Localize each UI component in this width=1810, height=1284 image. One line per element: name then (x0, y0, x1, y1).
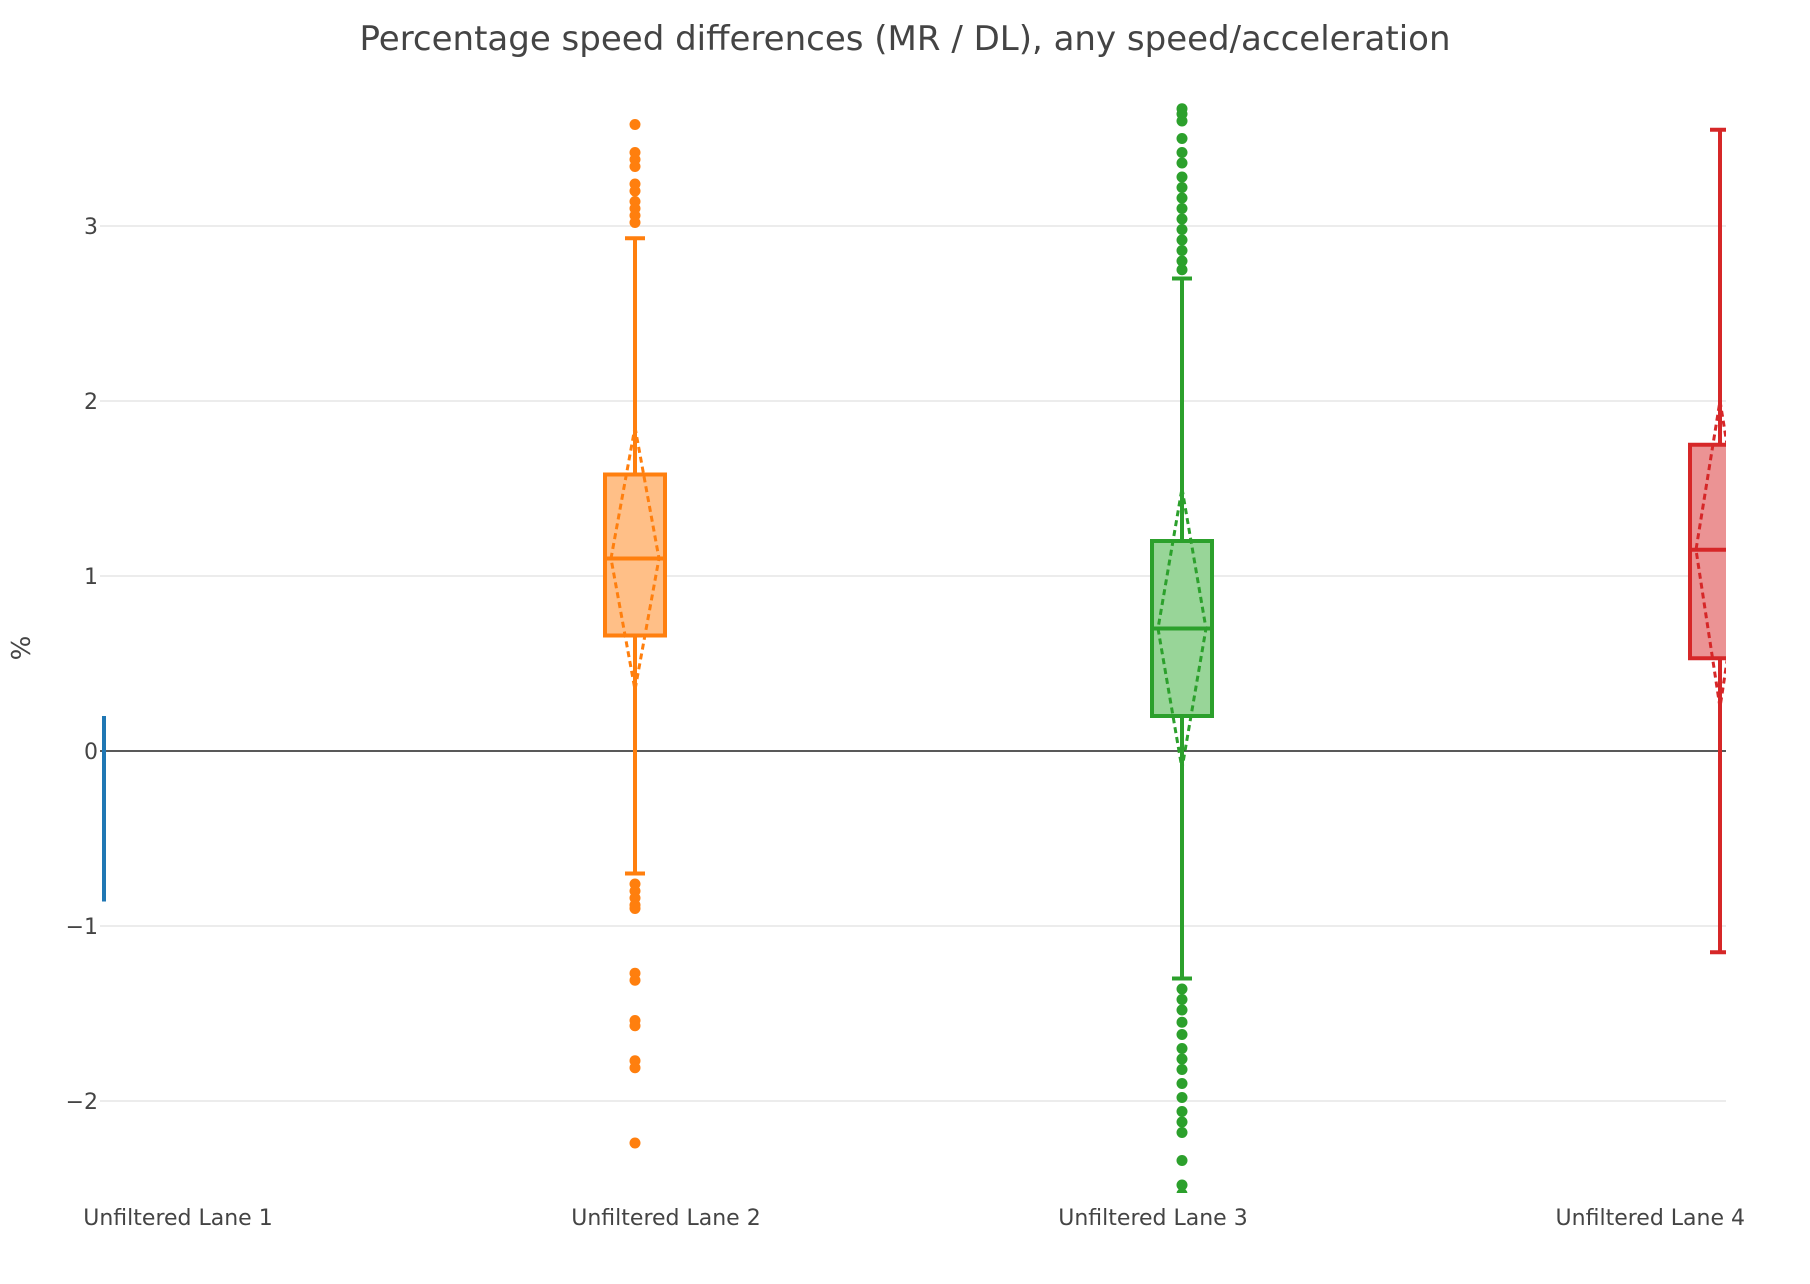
outlier-point (629, 217, 641, 228)
outlier-point (1176, 1188, 1188, 1193)
box-trace-3 (1150, 103, 1214, 1193)
outlier-point (1176, 1127, 1188, 1138)
outlier-point (629, 1062, 641, 1074)
outlier-point (1176, 203, 1188, 214)
outlier-point (629, 185, 641, 197)
outlier-point (1176, 1106, 1188, 1117)
outlier-point (1176, 1004, 1188, 1016)
mean-sd-diamond (1156, 488, 1208, 769)
outlier-point (1176, 1116, 1188, 1128)
outlier-point (1176, 133, 1188, 144)
y-tick-label: 1 (84, 565, 98, 590)
outlier-point (1176, 171, 1188, 183)
x-tick-label: Unfiltered Lane 4 (1556, 1206, 1745, 1231)
outlier-point (1176, 255, 1188, 267)
outlier-point (1176, 213, 1188, 225)
outlier-point (1176, 994, 1188, 1005)
y-tick-label: −1 (66, 915, 98, 940)
outlier-point (629, 119, 641, 130)
outlier-point (1176, 1179, 1188, 1191)
outlier-point (1176, 1043, 1188, 1054)
outlier-point (1176, 1078, 1188, 1089)
outlier-point (1176, 1064, 1188, 1075)
x-tick-label: Unfiltered Lane 1 (83, 1206, 272, 1231)
y-tick-label: 2 (84, 390, 98, 415)
y-tick-label: 3 (84, 215, 98, 240)
y-axis-title: % (7, 636, 37, 661)
outlier-point (1176, 1016, 1188, 1028)
outlier-point (1176, 1155, 1188, 1166)
outlier-point (1176, 1053, 1188, 1065)
x-tick-label: Unfiltered Lane 3 (1058, 1206, 1247, 1231)
outlier-point (1176, 192, 1188, 204)
outlier-point (629, 974, 641, 986)
chart-title: Percentage speed differences (MR / DL), … (359, 19, 1450, 59)
outlier-point (629, 1020, 641, 1032)
outlier-point (629, 1137, 641, 1149)
y-tick-label: 0 (84, 740, 98, 765)
outlier-point (1176, 147, 1188, 158)
plot-area (102, 103, 1726, 1193)
box-trace-2 (603, 119, 667, 1149)
grid-lines (100, 225, 1726, 1102)
box-iqr (603, 472, 667, 638)
outlier-point (629, 903, 641, 914)
x-axis-ticks: Unfiltered Lane 1 Unfiltered Lane 2 Unfilt… (83, 1206, 1745, 1231)
y-tick-label: −2 (66, 1090, 98, 1115)
outlier-point (629, 161, 641, 172)
box-trace-4 (1688, 127, 1726, 955)
outlier-point (1176, 983, 1188, 995)
outlier-point (1176, 115, 1188, 127)
outlier-point (1176, 157, 1188, 169)
y-axis-ticks: −2 −1 0 1 2 3 (66, 215, 98, 1115)
outlier-point (1176, 182, 1188, 193)
mean-sd-diamond (609, 426, 661, 691)
outlier-point (1176, 1092, 1188, 1103)
outlier-point (1176, 234, 1188, 246)
outlier-point (1176, 224, 1188, 235)
outlier-point (1176, 264, 1188, 276)
outlier-point (1176, 1029, 1188, 1040)
x-tick-label: Unfiltered Lane 2 (571, 1206, 760, 1231)
outlier-point (1176, 245, 1188, 256)
